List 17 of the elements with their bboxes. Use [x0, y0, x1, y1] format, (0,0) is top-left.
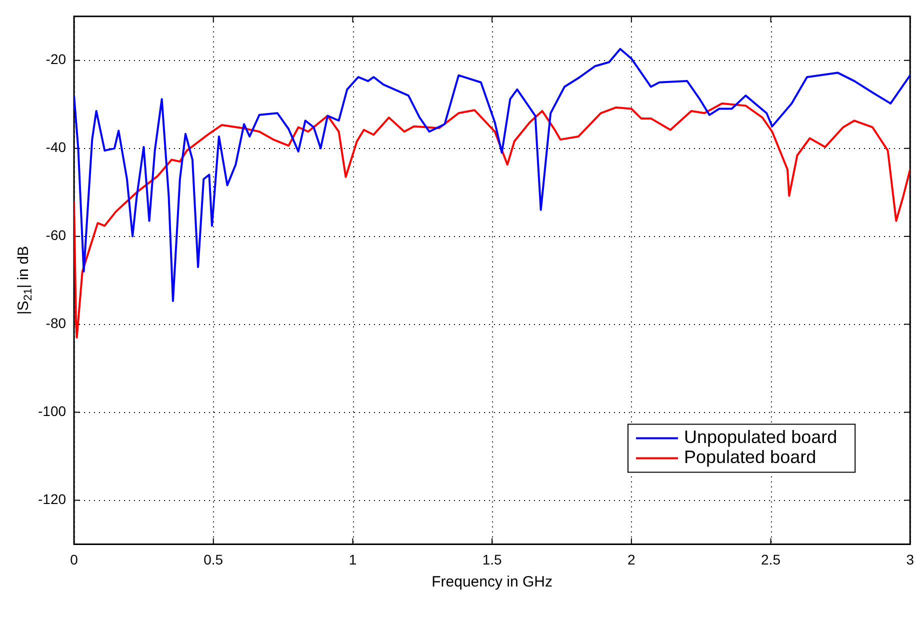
x-tick-label: 0	[70, 551, 78, 568]
y-tick-label: -120	[38, 491, 66, 508]
y-tick-label: -100	[38, 403, 66, 420]
y-tick-label: -20	[46, 51, 66, 68]
y-tick-label: -60	[46, 227, 66, 244]
legend-label: Populated board	[684, 447, 816, 468]
legend-label: Unpopulated board	[684, 427, 838, 448]
x-axis-title: Frequency in GHz	[432, 573, 553, 590]
x-tick-label: 1	[348, 551, 357, 568]
y-tick-label: -80	[46, 315, 66, 332]
x-tick-label: 0.5	[204, 551, 224, 568]
y-axis-title: |S21| in dB	[15, 246, 35, 315]
x-tick-label: 2.5	[761, 551, 781, 568]
x-tick-label: 1.5	[482, 551, 502, 568]
x-tick-label: 3	[906, 551, 914, 568]
x-tick-label: 2	[628, 551, 636, 568]
y-tick-label: -40	[46, 139, 66, 156]
